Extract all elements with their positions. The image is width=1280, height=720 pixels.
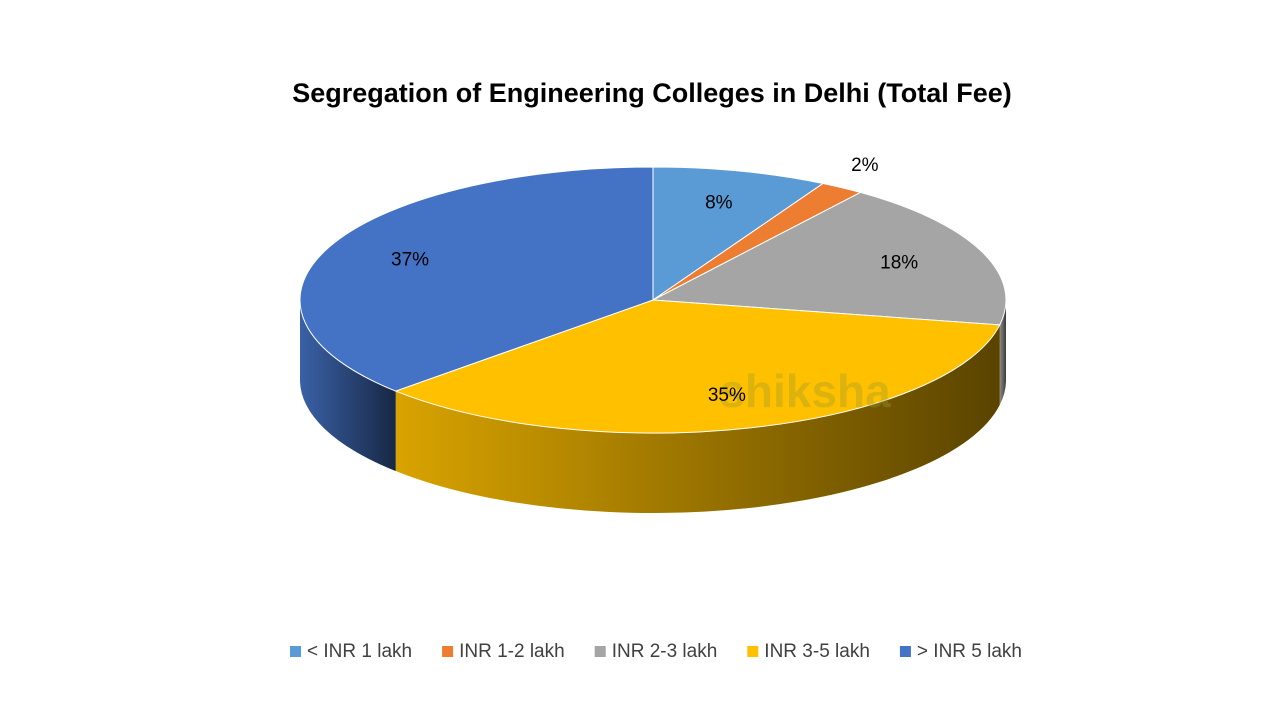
data-label: 35%: [708, 385, 746, 406]
pie-sides: [300, 300, 1006, 513]
data-label: 2%: [851, 155, 879, 176]
data-label: 18%: [880, 252, 918, 273]
data-label: 37%: [391, 249, 429, 270]
legend-item: INR 3-5 lakh: [747, 641, 870, 662]
side-shade: [300, 300, 396, 472]
legend-swatch: [594, 646, 606, 657]
legend-item: > INR 5 lakh: [899, 641, 1022, 662]
pie-tops: [299, 166, 1007, 434]
legend-swatch: [290, 646, 302, 657]
chart-title: Segregation of Engineering Colleges in D…: [292, 78, 1012, 108]
legend-label: INR 3-5 lakh: [764, 641, 870, 662]
value-labels: 8% 2% 18% 35% 37%: [391, 155, 918, 406]
side-shade: [999, 300, 1006, 405]
pie-slice: [299, 166, 654, 392]
legend-item: < INR 1 lakh: [290, 641, 412, 662]
watermark: shiksha: [719, 365, 891, 417]
pie-slice: [652, 166, 825, 301]
legend-item: INR 2-3 lakh: [594, 641, 718, 662]
legend-swatch: [442, 646, 454, 657]
legend-swatch: [899, 646, 911, 657]
data-label: 8%: [705, 192, 733, 213]
pie-slice: [651, 191, 1007, 326]
legend: < INR 1 lakh INR 1-2 lakh INR 2-3 lakh INR …: [290, 641, 1022, 662]
legend-label: INR 1-2 lakh: [459, 641, 565, 662]
legend-swatch: [747, 646, 759, 657]
legend-label: > INR 5 lakh: [917, 641, 1022, 662]
pie-slice: [394, 299, 1001, 434]
legend-item: INR 1-2 lakh: [442, 641, 565, 662]
legend-label: < INR 1 lakh: [307, 641, 412, 662]
legend-label: INR 2-3 lakh: [612, 641, 718, 662]
side-shade: [395, 324, 1000, 513]
